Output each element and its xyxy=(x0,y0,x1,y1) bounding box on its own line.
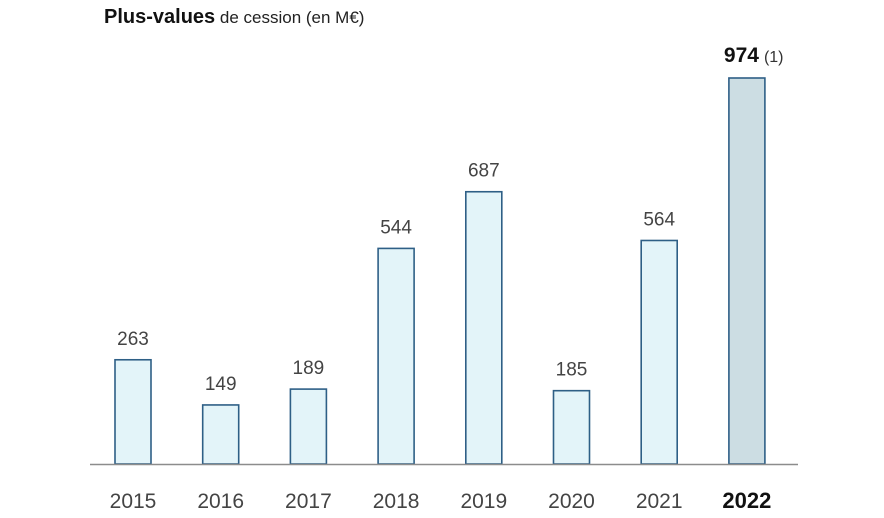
x-tick-2018: 2018 xyxy=(373,490,420,513)
value-label-2016: 149 xyxy=(205,374,237,395)
bars xyxy=(114,77,766,465)
bar-2016 xyxy=(201,404,240,465)
bar-2019 xyxy=(464,190,503,465)
value-label-2019: 687 xyxy=(468,161,500,182)
x-tick-labels: 2015 2016 2017 2018 2019 2020 2021 2022 xyxy=(110,488,772,513)
value-label-2015: 263 xyxy=(117,329,149,350)
x-tick-2015: 2015 xyxy=(110,490,157,513)
x-tick-2021: 2021 xyxy=(636,490,683,513)
bar-2015 xyxy=(114,358,152,465)
value-label-2018: 544 xyxy=(380,217,412,238)
bar-2021 xyxy=(640,239,679,465)
chart-title-rest: de cession (en M€) xyxy=(215,8,365,27)
value-label-2017: 189 xyxy=(293,358,325,379)
x-tick-2022: 2022 xyxy=(722,488,771,513)
value-label-2022: 974 (1) xyxy=(724,44,784,67)
x-tick-2016: 2016 xyxy=(197,490,244,513)
chart-title: Plus-values de cession (en M€) xyxy=(104,6,364,29)
bar-2018 xyxy=(377,247,415,465)
x-tick-2019: 2019 xyxy=(460,490,507,513)
chart-title-bold: Plus-values xyxy=(104,6,216,28)
x-tick-2017: 2017 xyxy=(285,490,332,513)
bar-2022 xyxy=(728,77,766,465)
value-label-2020: 185 xyxy=(556,360,588,381)
value-label-2021: 564 xyxy=(643,209,675,230)
footnote-marker: (1) xyxy=(764,49,784,66)
value-labels: 263 149 189 544 687 185 564 974 (1) xyxy=(117,44,783,395)
x-tick-2020: 2020 xyxy=(548,490,595,513)
bar-2017 xyxy=(289,388,328,465)
bar-2020 xyxy=(552,389,591,465)
